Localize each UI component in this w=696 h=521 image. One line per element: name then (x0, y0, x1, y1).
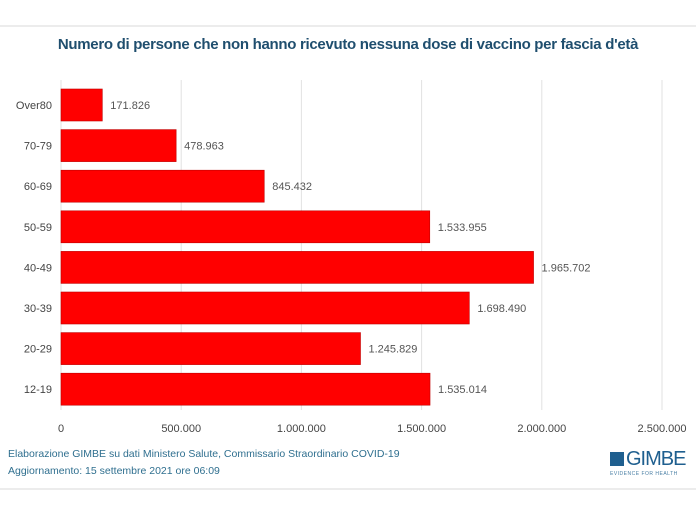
bottom-divider (0, 488, 696, 490)
x-tick-label: 2.500.000 (638, 423, 687, 435)
data-label: 1.245.829 (368, 344, 417, 356)
y-category-label: 12-19 (24, 384, 52, 396)
logo-name: GIMBE (626, 448, 686, 470)
y-category-label: 70-79 (24, 141, 52, 153)
y-category-label: 30-39 (24, 303, 52, 315)
data-label: 1.535.014 (438, 384, 487, 396)
x-tick-label: 500.000 (161, 423, 201, 435)
y-category-label: 20-29 (24, 344, 52, 356)
y-category-label: 40-49 (24, 262, 52, 274)
y-category-label: 50-59 (24, 222, 52, 234)
chart-title: Numero di persone che non hanno ricevuto… (57, 36, 639, 53)
x-tick-label: 1.000.000 (277, 423, 326, 435)
x-tick-label: 2.000.000 (517, 423, 566, 435)
logo-square-icon (610, 452, 624, 466)
y-category-label: Over80 (16, 100, 52, 112)
bar (60, 210, 431, 244)
bar (60, 291, 470, 325)
gimbe-logo: GIMBE EVIDENCE FOR HEALTH (610, 448, 686, 477)
data-label: 1.533.955 (438, 222, 487, 234)
update-note: Aggiornamento: 15 settembre 2021 ore 06:… (8, 465, 220, 477)
data-label: 845.432 (272, 181, 312, 193)
data-label: 1.965.702 (542, 262, 591, 274)
bar (60, 129, 177, 162)
source-note: Elaborazione GIMBE su dati Ministero Sal… (8, 448, 400, 460)
top-divider (0, 25, 696, 27)
bar (60, 332, 361, 365)
data-label: 171.826 (110, 100, 150, 112)
bar (60, 169, 265, 203)
y-category-label: 60-69 (24, 181, 52, 193)
bar (60, 88, 103, 122)
bar (60, 251, 534, 284)
data-label: 1.698.490 (477, 303, 526, 315)
x-tick-label: 0 (58, 423, 64, 435)
bar (60, 372, 431, 406)
x-tick-label: 1.500.000 (397, 423, 446, 435)
logo-tagline: EVIDENCE FOR HEALTH (610, 471, 678, 477)
data-label: 478.963 (184, 141, 224, 153)
